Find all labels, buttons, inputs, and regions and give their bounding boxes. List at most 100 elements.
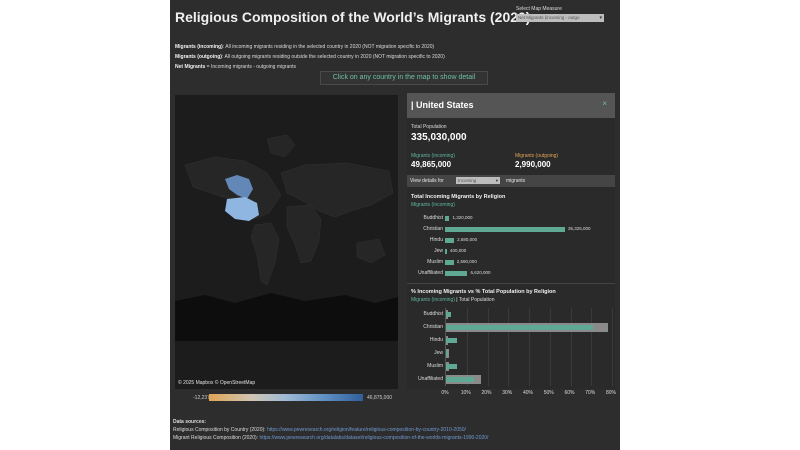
chart2-subtitle: Migrants (incoming) | Total Population: [411, 297, 495, 303]
map-credit: © 2025 Mapbox © OpenStreetMap: [178, 380, 256, 386]
world-map[interactable]: © 2025 Mapbox © OpenStreetMap: [175, 95, 398, 389]
chart1-category-label: Jew: [434, 248, 443, 254]
chart2-gridline: [549, 308, 551, 386]
chart2-title: % Incoming Migrants vs % Total Populatio…: [411, 289, 556, 295]
dashboard: Religious Composition of the World’s Mig…: [170, 0, 620, 450]
percent-comparison-chart: 0% 10% 20% 30% 40% 50% 60% 70% 80% Buddhist Christ…: [407, 308, 616, 396]
chart1-value-label: 35,325,000: [568, 226, 591, 231]
legend-max-value: 46,875,000: [367, 395, 393, 401]
chart2-bar-migrants[interactable]: [446, 364, 457, 369]
chart2-plot-area: [445, 308, 613, 386]
map-canvas[interactable]: [175, 95, 398, 389]
total-population-value: 335,030,000: [411, 132, 467, 143]
chart2-category-label: Unaffiliated: [418, 376, 443, 382]
chart2-row: Unaffiliated: [407, 373, 615, 386]
chart1-category-label: Muslim: [427, 259, 443, 265]
chevron-down-icon: ▾: [599, 15, 602, 21]
chart1-value-label: 2,590,000: [456, 259, 477, 264]
country-header: | United States ×: [407, 93, 615, 118]
view-details-label: View details for: [410, 178, 444, 184]
view-details-suffix: migrants: [506, 178, 526, 184]
chart1-value-label: 1,320,000: [452, 215, 473, 220]
chart1-row: Hindu 2,680,000: [407, 235, 615, 246]
chart1-bar[interactable]: [445, 227, 565, 232]
map-canada-highlight: [225, 175, 253, 199]
chart2-gridline: [508, 308, 510, 386]
chart2-category-label: Muslim: [427, 363, 443, 369]
legend-min-value: -12,237,500: [193, 395, 220, 401]
outgoing-value: 2,990,000: [515, 160, 551, 169]
chart1-bar[interactable]: [445, 249, 447, 254]
chart2-row: Muslim: [407, 360, 615, 373]
chart2-bar-migrants[interactable]: [446, 377, 474, 382]
chart2-row: Christian: [407, 321, 615, 334]
map-antarctica: [175, 293, 398, 341]
map-measure-select[interactable]: Net Migrants (incoming - outgo ▾: [516, 14, 604, 22]
chart2-row: Jew: [407, 347, 615, 360]
chart1-bar[interactable]: [445, 216, 450, 221]
chart1-category-label: Hindu: [429, 237, 443, 243]
close-icon[interactable]: ×: [602, 99, 607, 108]
chart2-category-label: Jew: [434, 350, 443, 356]
chart2-bar-migrants[interactable]: [446, 351, 448, 356]
chevron-down-icon: ▾: [495, 178, 498, 183]
sources-heading: Data sources:: [173, 419, 207, 425]
chart2-gridline: [591, 308, 593, 386]
map-land-south-america: [250, 222, 280, 286]
outgoing-label: Migrants (outgoing): [515, 153, 559, 159]
source-link[interactable]: https://www.pewresearch.org/datalabs/dat…: [259, 435, 489, 441]
view-details-select[interactable]: Incoming ▾: [456, 177, 500, 184]
chart2-tick-label: 70%: [585, 390, 596, 396]
data-sources: Data sources: Religious Composition by C…: [173, 418, 488, 442]
chart2-row: Hindu: [407, 334, 615, 347]
source-item: Religious Composition by Country (2020):…: [173, 427, 466, 433]
view-details-row: View details for Incoming ▾ migrants: [407, 175, 615, 187]
source-item: Migrant Religious Composition (2020): ht…: [173, 435, 489, 441]
incoming-value: 49,865,000: [411, 160, 452, 169]
chart2-gridline: [612, 308, 613, 386]
map-land-greenland: [266, 134, 296, 158]
chart2-gridline: [570, 308, 572, 386]
chart2-tick-label: 10%: [460, 390, 471, 396]
chart2-row: Buddhist: [407, 308, 615, 321]
chart2-legend-migrants: Migrants (incoming): [411, 297, 455, 303]
section-divider: [407, 283, 615, 284]
chart2-bar-population[interactable]: [446, 349, 450, 358]
chart1-value-label: 6,620,000: [470, 270, 491, 275]
chart1-bar[interactable]: [445, 238, 455, 243]
map-measure-label: Select Map Measure: [516, 6, 562, 12]
click-hint-button[interactable]: Click on any country in the map to show …: [320, 71, 488, 85]
chart1-title: Total Incoming Migrants by Religion: [411, 194, 506, 200]
country-name: | United States: [411, 100, 474, 110]
source-link[interactable]: https://www.pewresearch.org/religion/fea…: [266, 427, 466, 433]
incoming-label: Migrants (incoming): [411, 153, 455, 159]
chart2-bar-migrants[interactable]: [446, 312, 452, 317]
chart2-tick-label: 40%: [522, 390, 534, 396]
chart2-gridline: [466, 308, 468, 386]
chart1-row: Unaffiliated 6,620,000: [407, 268, 615, 279]
chart1-value-label: 2,680,000: [457, 237, 478, 242]
chart2-category-label: Christian: [423, 324, 443, 330]
chart1-row: Muslim 2,590,000: [407, 257, 615, 268]
chart1-row: Buddhist 1,320,000: [407, 213, 615, 224]
definition-incoming: Migrants (incoming): All incoming migran…: [175, 44, 435, 50]
map-land-africa: [286, 204, 322, 264]
page-title: Religious Composition of the World’s Mig…: [175, 9, 531, 25]
chart2-category-label: Buddhist: [423, 311, 443, 317]
chart2-tick-label: 0%: [441, 390, 449, 396]
chart1-bar[interactable]: [445, 271, 468, 276]
chart2-bar-migrants[interactable]: [446, 338, 458, 343]
chart2-gridline: [529, 308, 530, 386]
chart2-bar-migrants[interactable]: [446, 325, 593, 330]
country-detail-panel: | United States × Total Population 335,0…: [407, 93, 616, 396]
chart2-tick-label: 30%: [502, 390, 513, 396]
chart2-legend-population: Total Population: [458, 297, 495, 303]
definition-outgoing: Migrants (outgoing): All outgoing migran…: [175, 54, 445, 60]
total-population-label: Total Population: [411, 124, 447, 130]
chart1-category-label: Christian: [423, 226, 443, 232]
chart1-category-label: Unaffiliated: [418, 270, 443, 276]
incoming-by-religion-chart: Buddhist 1,320,000 Christian 35,325,000 Hind…: [407, 213, 615, 277]
chart1-bar[interactable]: [445, 260, 454, 265]
map-measure-value: Net Migrants (incoming - outgo: [518, 15, 580, 20]
chart2-category-label: Hindu: [429, 337, 443, 343]
